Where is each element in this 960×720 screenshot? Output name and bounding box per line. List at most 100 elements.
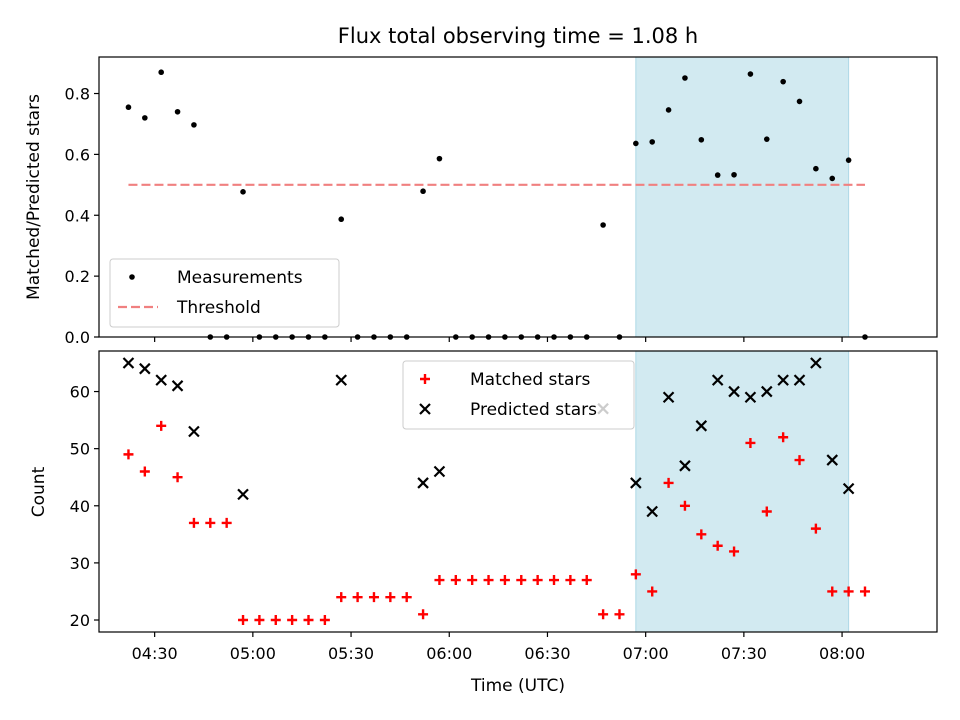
p0-point-0-3 (174, 108, 181, 115)
p1-point-0-44 (843, 586, 854, 597)
p1-point-0-35 (696, 529, 707, 540)
p1-point-1-14 (695, 420, 708, 432)
p1-x-tick-label-3: 06:00 (426, 644, 472, 663)
p0-highlight-span (635, 56, 850, 338)
p1-point-0-13 (336, 592, 347, 603)
p1-point-0-42 (810, 523, 821, 534)
p1-point-1-11 (646, 505, 658, 518)
p0-point-0-43 (829, 175, 836, 182)
p1-point-1-10 (630, 477, 642, 489)
p1-legend: Matched stars Predicted stars (402, 360, 635, 430)
p1-point-0-18 (418, 609, 429, 620)
p0-legend: Measurements Threshold (109, 258, 340, 328)
p0-point-0-2 (158, 69, 164, 76)
p1-point-0-17 (401, 592, 412, 603)
p0-legend-label-1: Threshold (176, 298, 261, 318)
p1-legend-box (402, 360, 635, 430)
chart-title: Flux total observing time = 1.08 h (338, 24, 698, 48)
p1-point-0-15 (368, 592, 379, 603)
p1-point-0-38 (745, 437, 756, 448)
p0-point-0-35 (698, 136, 705, 143)
p1-point-0-43 (827, 586, 838, 597)
y-axis-label-count: Count (29, 466, 49, 517)
p1-x-tick-label-5: 07:00 (623, 644, 669, 663)
p1-point-1-2 (155, 374, 167, 386)
p1-point-0-36 (712, 540, 723, 551)
p1-axes-frame (98, 350, 938, 633)
p1-y-tick-label-0: 20 (70, 611, 90, 630)
p0-y-tick-label-0: 0.0 (65, 328, 90, 347)
p1-point-0-14 (352, 592, 363, 603)
y-axis-label-ratio: Matched/Predicted stars (24, 94, 44, 300)
p1-legend-label-1: Predicted stars (470, 400, 597, 420)
p1-point-0-33 (663, 477, 674, 488)
panel-count: 20 30 40 50 60 04:30 05:00 05:30 06:00 06:30 07:00… (70, 350, 938, 663)
p0-series-0 (125, 69, 868, 340)
p1-legend-swatch-0 (420, 374, 430, 384)
p1-point-1-21 (810, 357, 822, 369)
p1-point-0-23 (499, 575, 510, 586)
p0-point-0-42 (813, 165, 819, 172)
p1-point-1-6 (335, 374, 348, 386)
p0-point-0-44 (845, 157, 852, 163)
p1-point-0-26 (549, 575, 560, 586)
p0-legend-label-0: Measurements (177, 268, 303, 288)
p1-point-1-13 (679, 460, 691, 472)
p1-point-0-37 (729, 546, 740, 557)
p1-point-0-1 (139, 466, 150, 477)
p1-y-tick-label-2: 40 (70, 497, 90, 516)
p1-point-0-27 (565, 575, 576, 586)
p1-y-tick-label-1: 30 (70, 554, 90, 573)
p1-x-tick-label-4: 06:30 (524, 644, 570, 663)
p1-point-0-24 (516, 575, 527, 586)
p1-point-0-10 (287, 615, 298, 626)
p0-point-0-19 (436, 155, 443, 162)
p1-y-tick-label-3: 50 (70, 440, 90, 459)
p1-point-1-4 (188, 425, 200, 438)
p0-point-0-13 (338, 216, 345, 223)
p1-x-tick-label-1: 05:00 (230, 644, 276, 663)
p1-point-0-11 (303, 615, 314, 626)
p1-point-1-5 (237, 488, 249, 501)
p1-point-0-2 (156, 420, 167, 431)
p0-point-0-33 (665, 107, 672, 113)
p1-point-0-19 (434, 575, 445, 586)
p1-point-0-5 (205, 517, 216, 528)
p1-point-1-12 (662, 391, 675, 404)
p0-point-0-38 (747, 71, 754, 77)
p0-point-0-40 (780, 78, 786, 85)
p1-highlight-span (635, 350, 850, 633)
p1-point-1-19 (777, 374, 789, 386)
p1-x-tick-label-2: 05:30 (328, 644, 374, 663)
p1-point-1-23 (842, 482, 855, 495)
p1-point-1-16 (728, 385, 740, 398)
p0-point-0-36 (714, 172, 721, 178)
p1-x-tick-label-7: 08:00 (819, 644, 865, 663)
p0-point-0-7 (240, 189, 246, 195)
p1-point-0-22 (483, 575, 494, 586)
p0-point-0-41 (796, 98, 803, 105)
p1-legend-label-0: Matched stars (470, 370, 590, 390)
p0-axes-frame (98, 56, 938, 338)
p1-point-0-16 (385, 592, 396, 603)
p1-point-0-3 (172, 472, 183, 483)
p0-point-0-32 (649, 139, 656, 145)
p0-legend-swatch-0 (129, 274, 135, 280)
p1-point-0-40 (778, 432, 789, 443)
p1-point-0-6 (221, 517, 232, 528)
p1-point-0-25 (532, 575, 543, 586)
p1-point-0-21 (467, 575, 478, 586)
p1-point-0-39 (761, 506, 772, 517)
p0-point-0-18 (420, 188, 426, 195)
p0-point-0-29 (600, 222, 606, 228)
p1-point-1-3 (171, 380, 184, 392)
p1-point-0-45 (859, 586, 870, 597)
x-axis-label: Time (UTC) (470, 676, 565, 696)
p1-point-0-4 (188, 517, 199, 528)
p1-point-0-9 (270, 615, 281, 626)
p0-point-0-4 (191, 122, 197, 128)
p0-point-0-31 (633, 140, 639, 147)
p1-point-0-29 (598, 609, 609, 620)
p0-point-0-0 (125, 104, 132, 111)
p1-y-tick-label-4: 60 (70, 383, 90, 402)
